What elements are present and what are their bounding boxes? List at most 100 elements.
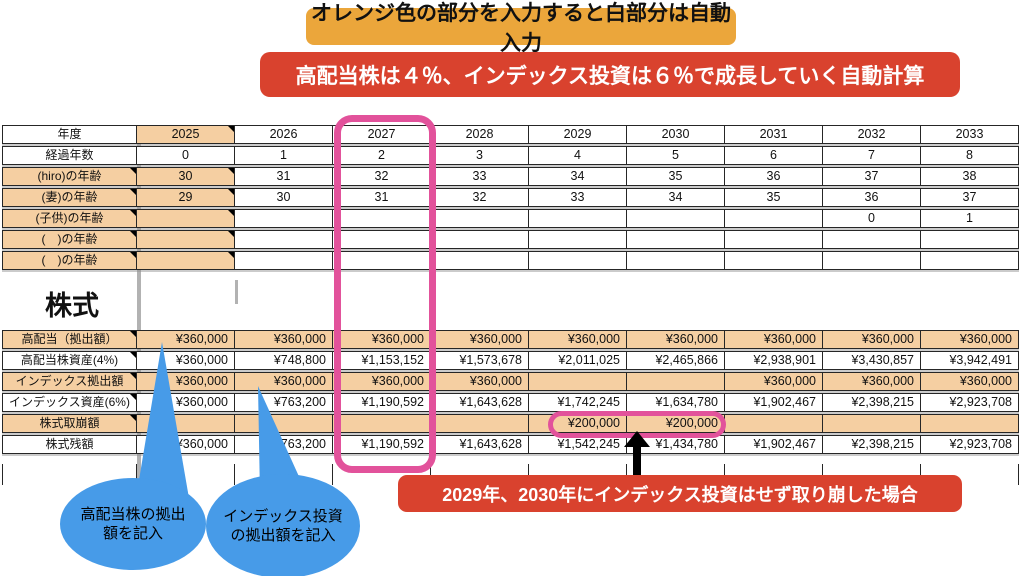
data-cell[interactable] [137,415,235,432]
row-label-cell[interactable]: 株式取崩額 [2,415,137,432]
data-cell[interactable]: ¥1,902,467 [725,436,823,453]
data-cell[interactable]: ¥1,742,245 [529,394,627,411]
data-cell[interactable]: ¥360,000 [725,373,823,390]
data-cell[interactable] [627,252,725,269]
data-cell[interactable]: ¥1,434,780 [627,436,725,453]
data-cell[interactable]: 1 [921,210,1019,227]
row-label-cell[interactable]: 株式残額 [2,436,137,453]
data-cell[interactable]: ¥360,000 [137,373,235,390]
data-cell[interactable]: ¥360,000 [137,436,235,453]
data-cell[interactable]: ¥2,465,866 [627,352,725,369]
data-cell[interactable] [235,231,333,248]
data-cell[interactable]: 6 [725,147,823,164]
data-cell[interactable]: ¥360,000 [137,352,235,369]
row-label-cell[interactable]: (妻)の年齢 [2,189,137,206]
data-cell[interactable]: ¥360,000 [921,331,1019,348]
data-cell[interactable]: ¥2,938,901 [725,352,823,369]
data-cell[interactable] [823,415,921,432]
data-cell[interactable]: ¥360,000 [137,394,235,411]
data-cell[interactable] [627,210,725,227]
row-label-cell[interactable]: ( )の年齢 [2,231,137,248]
data-cell[interactable]: 32 [333,168,431,185]
row-label-cell[interactable]: 高配当株資産(4%) [2,352,137,369]
data-cell[interactable]: ¥763,200 [235,436,333,453]
data-cell[interactable] [137,210,235,227]
data-cell[interactable] [627,231,725,248]
data-cell[interactable] [431,231,529,248]
data-cell[interactable]: 7 [823,147,921,164]
data-cell[interactable]: 29 [137,189,235,206]
data-cell[interactable]: ¥360,000 [823,373,921,390]
row-label-cell[interactable]: 経過年数 [2,147,137,164]
data-cell[interactable]: 2028 [431,126,529,143]
row-label-cell[interactable]: ( )の年齢 [2,252,137,269]
data-cell[interactable]: ¥2,011,025 [529,352,627,369]
data-cell[interactable]: 2026 [235,126,333,143]
data-cell[interactable]: ¥360,000 [431,373,529,390]
data-cell[interactable]: ¥360,000 [823,331,921,348]
data-cell[interactable] [529,210,627,227]
row-label-cell[interactable]: (子供)の年齢 [2,210,137,227]
data-cell[interactable] [235,210,333,227]
data-cell[interactable]: ¥2,923,708 [921,394,1019,411]
data-cell[interactable]: 1 [235,147,333,164]
data-cell[interactable]: 4 [529,147,627,164]
data-cell[interactable] [137,231,235,248]
data-cell[interactable] [921,252,1019,269]
data-cell[interactable]: 2033 [921,126,1019,143]
data-cell[interactable]: ¥1,542,245 [529,436,627,453]
data-cell[interactable]: ¥360,000 [431,331,529,348]
data-cell[interactable]: 38 [921,168,1019,185]
data-cell[interactable]: 34 [627,189,725,206]
data-cell[interactable]: ¥360,000 [235,331,333,348]
data-cell[interactable]: ¥360,000 [235,373,333,390]
data-cell[interactable] [431,252,529,269]
data-cell[interactable]: ¥1,573,678 [431,352,529,369]
data-cell[interactable]: 2029 [529,126,627,143]
data-cell[interactable]: 32 [431,189,529,206]
data-cell[interactable]: 5 [627,147,725,164]
row-label-cell[interactable]: 高配当（拠出額） [2,331,137,348]
data-cell[interactable] [235,415,333,432]
data-cell[interactable]: 34 [529,168,627,185]
data-cell[interactable]: ¥2,398,215 [823,394,921,411]
data-cell[interactable]: ¥1,153,152 [333,352,431,369]
data-cell[interactable]: ¥360,000 [627,331,725,348]
data-cell[interactable]: ¥2,398,215 [823,436,921,453]
data-cell[interactable] [529,252,627,269]
data-cell[interactable]: 36 [823,189,921,206]
data-cell[interactable] [823,252,921,269]
data-cell[interactable]: 0 [823,210,921,227]
data-cell[interactable]: ¥1,190,592 [333,436,431,453]
data-cell[interactable]: 0 [137,147,235,164]
data-cell[interactable] [725,252,823,269]
data-cell[interactable]: 30 [137,168,235,185]
data-cell[interactable]: 36 [725,168,823,185]
data-cell[interactable]: 3 [431,147,529,164]
data-cell[interactable]: ¥2,923,708 [921,436,1019,453]
data-cell[interactable] [529,231,627,248]
data-cell[interactable]: 37 [823,168,921,185]
data-cell[interactable]: ¥360,000 [921,373,1019,390]
data-cell[interactable]: ¥1,643,628 [431,394,529,411]
data-cell[interactable]: ¥1,902,467 [725,394,823,411]
data-cell[interactable]: ¥763,200 [235,394,333,411]
data-cell[interactable]: ¥748,800 [235,352,333,369]
data-cell[interactable]: ¥3,942,491 [921,352,1019,369]
data-cell[interactable]: ¥200,000 [627,415,725,432]
data-cell[interactable]: 33 [431,168,529,185]
data-cell[interactable]: 33 [529,189,627,206]
data-cell[interactable]: 30 [235,189,333,206]
data-cell[interactable] [725,231,823,248]
data-cell[interactable]: 37 [921,189,1019,206]
data-cell[interactable] [725,210,823,227]
data-cell[interactable]: ¥1,643,628 [431,436,529,453]
data-cell[interactable]: 35 [627,168,725,185]
data-cell[interactable]: ¥360,000 [725,331,823,348]
data-cell[interactable]: ¥360,000 [529,331,627,348]
data-cell[interactable]: ¥3,430,857 [823,352,921,369]
row-label-cell[interactable]: インデックス拠出額 [2,373,137,390]
data-cell[interactable]: 35 [725,189,823,206]
data-cell[interactable] [431,415,529,432]
data-cell[interactable] [823,231,921,248]
